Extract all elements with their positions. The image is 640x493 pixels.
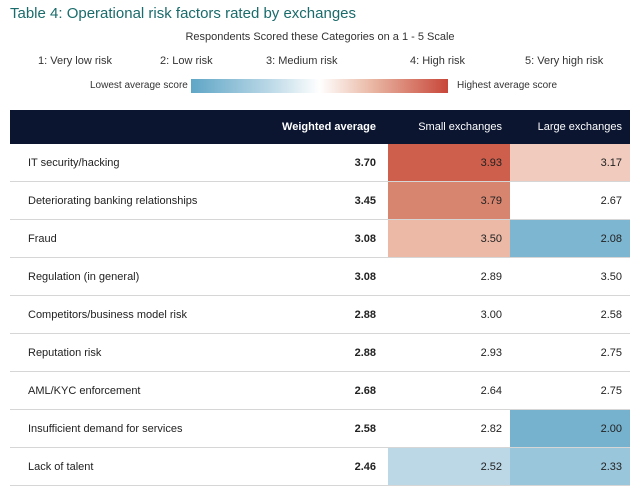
table-row: Reputation risk 2.88 2.93 2.75 [10, 333, 630, 372]
legend-high-label: Highest average score [457, 80, 558, 91]
row-name-cell: Competitors/business model risk [10, 295, 260, 334]
table-row: IT security/hacking 3.70 3.93 3.17 [10, 144, 630, 182]
header-large-exchanges: Large exchanges [510, 110, 630, 144]
large-exchanges-cell: 2.75 [510, 333, 630, 372]
weighted-average-cell: 3.08 [260, 219, 388, 258]
risk-table: Weighted average Small exchanges Large e… [10, 110, 630, 486]
large-exchanges-cell: 2.67 [510, 181, 630, 220]
table-row: AML/KYC enforcement 2.68 2.64 2.75 [10, 371, 630, 410]
color-legend: Lowest average score Highest average sco… [0, 79, 640, 95]
row-name-cell: Deteriorating banking relationships [10, 181, 260, 220]
small-exchanges-cell: 2.93 [388, 333, 510, 372]
table-row: Regulation (in general) 3.08 2.89 3.50 [10, 257, 630, 296]
table-row: Insufficient demand for services 2.58 2.82… [10, 409, 630, 448]
scale-item-4: 4: High risk [410, 55, 466, 67]
row-name-cell: AML/KYC enforcement [10, 371, 260, 410]
weighted-average-cell: 3.70 [260, 144, 388, 182]
scale-item-2: 2: Low risk [160, 55, 213, 67]
scale-item-5: 5: Very high risk [525, 55, 604, 67]
table-title: Table 4: Operational risk factors rated … [10, 5, 357, 22]
large-exchanges-cell: 2.33 [510, 447, 630, 486]
large-exchanges-cell: 2.08 [510, 219, 630, 258]
large-exchanges-cell: 3.17 [510, 144, 630, 182]
scale-subtitle: Respondents Scored these Categories on a… [185, 31, 455, 43]
large-exchanges-cell: 2.58 [510, 295, 630, 334]
table-row: Lack of talent 2.46 2.52 2.33 [10, 447, 630, 486]
table-row: Deteriorating banking relationships 3.45 3… [10, 181, 630, 220]
small-exchanges-cell: 3.00 [388, 295, 510, 334]
row-name-cell: Insufficient demand for services [10, 409, 260, 448]
row-name-cell: Regulation (in general) [10, 257, 260, 296]
legend-low-label: Lowest average score [90, 80, 188, 91]
weighted-average-cell: 3.45 [260, 181, 388, 220]
header-weighted-average: Weighted average [260, 110, 388, 144]
small-exchanges-cell: 2.82 [388, 409, 510, 448]
row-name-cell: Reputation risk [10, 333, 260, 372]
small-exchanges-cell: 3.79 [388, 181, 510, 220]
weighted-average-cell: 2.46 [260, 447, 388, 486]
header-name [10, 110, 260, 144]
small-exchanges-cell: 3.50 [388, 219, 510, 258]
scale-item-3: 3: Medium risk [266, 55, 338, 67]
weighted-average-cell: 2.88 [260, 333, 388, 372]
weighted-average-cell: 3.08 [260, 257, 388, 296]
weighted-average-cell: 2.68 [260, 371, 388, 410]
large-exchanges-cell: 3.50 [510, 257, 630, 296]
small-exchanges-cell: 3.93 [388, 144, 510, 182]
small-exchanges-cell: 2.64 [388, 371, 510, 410]
row-name-cell: Fraud [10, 219, 260, 258]
header-small-exchanges: Small exchanges [388, 110, 510, 144]
row-name-cell: Lack of talent [10, 447, 260, 486]
large-exchanges-cell: 2.75 [510, 371, 630, 410]
small-exchanges-cell: 2.89 [388, 257, 510, 296]
large-exchanges-cell: 2.00 [510, 409, 630, 448]
scale-item-1: 1: Very low risk [38, 55, 112, 67]
legend-gradient-bar [191, 79, 448, 93]
small-exchanges-cell: 2.52 [388, 447, 510, 486]
weighted-average-cell: 2.58 [260, 409, 388, 448]
row-name-cell: IT security/hacking [10, 144, 260, 182]
weighted-average-cell: 2.88 [260, 295, 388, 334]
table-body: IT security/hacking 3.70 3.93 3.17 Deteriora… [10, 144, 630, 486]
table-row: Competitors/business model risk 2.88 3.00 2… [10, 295, 630, 334]
table-row: Fraud 3.08 3.50 2.08 [10, 219, 630, 258]
header-row: Weighted average Small exchanges Large e… [10, 110, 630, 144]
